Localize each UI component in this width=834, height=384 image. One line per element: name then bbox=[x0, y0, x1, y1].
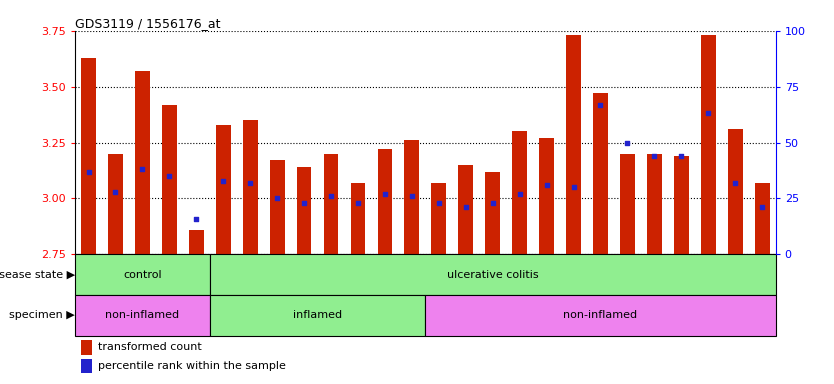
Text: non-inflamed: non-inflamed bbox=[564, 310, 637, 320]
Bar bbox=[620, 154, 635, 254]
Text: control: control bbox=[123, 270, 162, 280]
Bar bbox=[243, 120, 258, 254]
Bar bbox=[701, 35, 716, 254]
Point bbox=[432, 200, 445, 206]
Point bbox=[486, 200, 500, 206]
Point bbox=[217, 177, 230, 184]
Bar bbox=[755, 183, 770, 254]
Bar bbox=[512, 131, 527, 254]
Bar bbox=[216, 125, 231, 254]
Bar bbox=[210, 295, 425, 336]
Bar bbox=[425, 295, 776, 336]
Text: inflamed: inflamed bbox=[293, 310, 342, 320]
Bar bbox=[81, 340, 92, 355]
Bar bbox=[674, 156, 689, 254]
Bar bbox=[188, 230, 203, 254]
Text: non-inflamed: non-inflamed bbox=[105, 310, 179, 320]
Point bbox=[620, 139, 634, 146]
Bar bbox=[539, 138, 554, 254]
Bar bbox=[593, 93, 608, 254]
Point bbox=[163, 173, 176, 179]
Bar bbox=[728, 129, 742, 254]
Point bbox=[298, 200, 311, 206]
Point bbox=[82, 169, 95, 175]
Point bbox=[108, 189, 122, 195]
Bar bbox=[81, 359, 92, 373]
Point bbox=[675, 153, 688, 159]
Bar bbox=[269, 161, 284, 254]
Point bbox=[136, 166, 149, 172]
Text: specimen ▶: specimen ▶ bbox=[9, 310, 75, 320]
Bar bbox=[297, 167, 312, 254]
Point bbox=[513, 191, 526, 197]
Point bbox=[701, 110, 715, 116]
Point bbox=[540, 182, 553, 188]
Point bbox=[189, 215, 203, 222]
Bar bbox=[108, 154, 123, 254]
Point bbox=[379, 191, 392, 197]
Text: disease state ▶: disease state ▶ bbox=[0, 270, 75, 280]
Text: transformed count: transformed count bbox=[98, 342, 202, 352]
Bar bbox=[459, 165, 473, 254]
Point bbox=[729, 180, 742, 186]
Point bbox=[648, 153, 661, 159]
Point bbox=[567, 184, 580, 190]
Bar bbox=[162, 104, 177, 254]
Text: ulcerative colitis: ulcerative colitis bbox=[447, 270, 539, 280]
Point bbox=[270, 195, 284, 202]
Bar bbox=[75, 295, 210, 336]
Bar bbox=[485, 172, 500, 254]
Text: percentile rank within the sample: percentile rank within the sample bbox=[98, 361, 286, 371]
Bar bbox=[404, 140, 420, 254]
Bar bbox=[324, 154, 339, 254]
Bar bbox=[210, 254, 776, 295]
Point bbox=[351, 200, 364, 206]
Bar bbox=[647, 154, 662, 254]
Point bbox=[244, 180, 257, 186]
Text: GDS3119 / 1556176_at: GDS3119 / 1556176_at bbox=[75, 17, 220, 30]
Point bbox=[459, 204, 472, 210]
Point bbox=[594, 101, 607, 108]
Bar bbox=[81, 58, 96, 254]
Bar bbox=[378, 149, 392, 254]
Bar bbox=[75, 254, 210, 295]
Bar bbox=[350, 183, 365, 254]
Bar bbox=[431, 183, 446, 254]
Bar bbox=[566, 35, 581, 254]
Point bbox=[324, 193, 338, 199]
Point bbox=[756, 204, 769, 210]
Point bbox=[405, 193, 419, 199]
Bar bbox=[135, 71, 150, 254]
